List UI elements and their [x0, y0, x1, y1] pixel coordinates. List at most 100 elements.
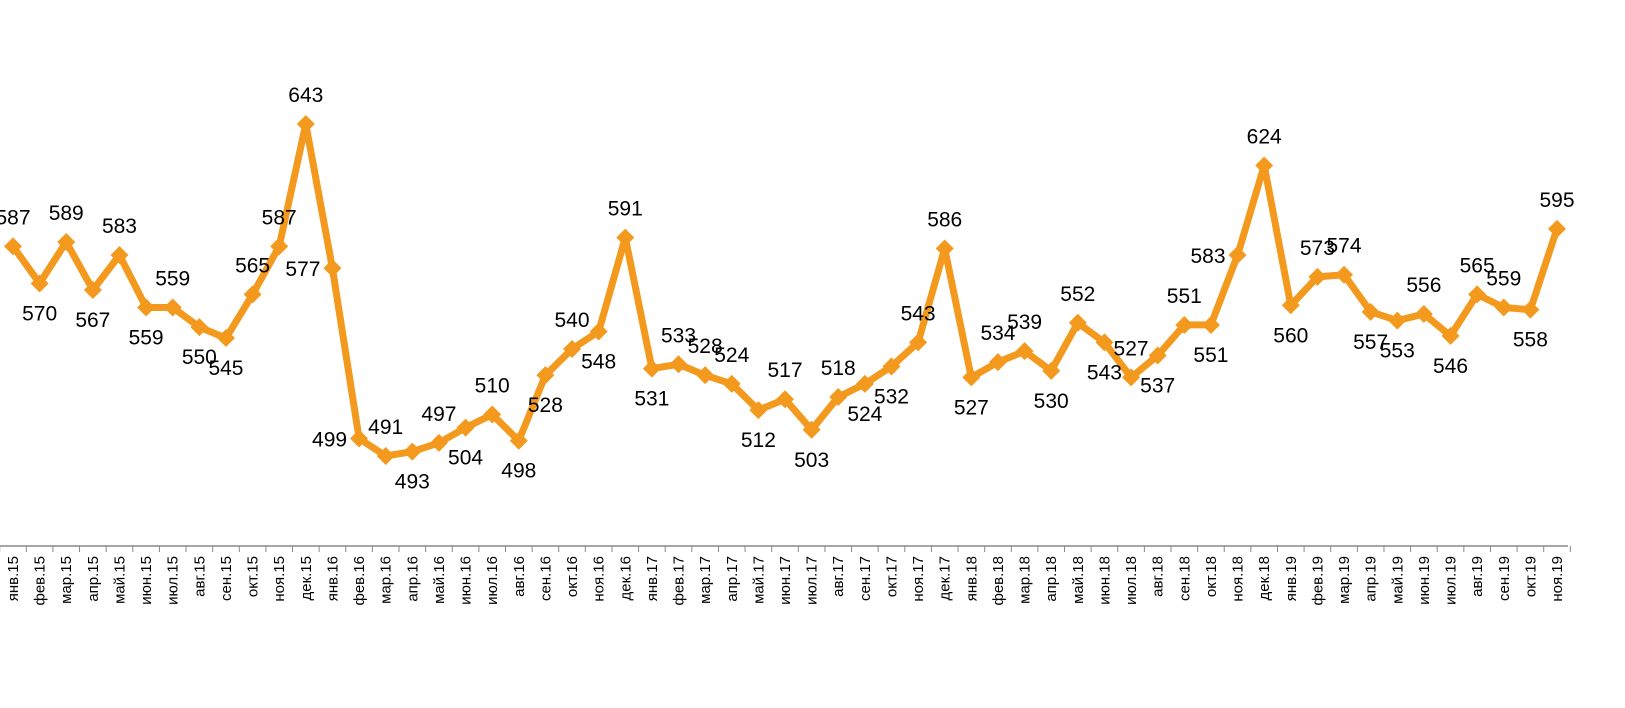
- data-label: 574: [1327, 235, 1362, 258]
- data-label: 570: [22, 302, 57, 325]
- x-tick-label: апр.15: [85, 556, 102, 602]
- data-label: 587: [0, 206, 31, 229]
- data-point-marker: [190, 318, 209, 337]
- data-label: 503: [794, 449, 829, 472]
- x-tick-label: авг.16: [511, 556, 528, 597]
- x-tick-label: ноя.18: [1230, 556, 1247, 602]
- data-point-marker: [1468, 285, 1487, 304]
- x-tick-label: сен.18: [1176, 556, 1193, 601]
- data-point-marker: [1148, 346, 1167, 365]
- x-tick-label: мар.19: [1336, 556, 1353, 604]
- data-label: 559: [1486, 267, 1521, 290]
- x-tick-label: сен.17: [857, 556, 874, 601]
- x-tick-label: сен.19: [1496, 556, 1513, 601]
- data-label: 510: [475, 375, 510, 398]
- x-tick-label: ноя.19: [1549, 556, 1566, 602]
- data-label: 548: [581, 351, 616, 374]
- data-label: 559: [155, 267, 190, 290]
- data-point-marker: [163, 298, 182, 317]
- x-tick-label: июн.15: [138, 556, 155, 605]
- data-label: 558: [1513, 329, 1548, 352]
- data-point-marker: [1548, 219, 1566, 238]
- x-tick-label: окт.16: [564, 556, 581, 597]
- data-label: 524: [714, 344, 749, 367]
- data-point-marker: [350, 429, 369, 448]
- data-point-marker: [1228, 246, 1247, 265]
- x-tick-label: янв.18: [963, 556, 980, 601]
- x-tick-label: апр.17: [724, 556, 741, 602]
- x-tick-label: май.15: [111, 556, 128, 604]
- data-label: 565: [235, 254, 270, 277]
- data-label: 573: [1300, 237, 1335, 260]
- data-point-marker: [536, 366, 555, 385]
- data-label: 583: [102, 215, 137, 238]
- data-point-marker: [1015, 342, 1034, 361]
- data-label: 537: [1140, 375, 1175, 398]
- data-label: 533: [661, 324, 696, 347]
- x-tick-label: май.16: [431, 556, 448, 604]
- x-tick-label: янв.17: [644, 556, 661, 601]
- data-label: 498: [501, 460, 536, 483]
- x-tick-label: апр.18: [1043, 556, 1060, 602]
- data-label: 534: [980, 322, 1015, 345]
- x-tick-label: авг.17: [830, 556, 847, 597]
- data-point-marker: [110, 246, 129, 265]
- data-point-marker: [1414, 305, 1433, 324]
- x-tick-label: сен.15: [218, 556, 235, 601]
- data-point-marker: [137, 298, 156, 317]
- data-label: 643: [288, 84, 323, 107]
- x-tick-label: мар.16: [378, 556, 395, 604]
- x-tick-label: дек.15: [298, 556, 315, 601]
- data-point-marker: [642, 359, 661, 378]
- data-point-marker: [30, 274, 49, 293]
- x-tick-label: мар.17: [697, 556, 714, 604]
- x-tick-label: окт.17: [883, 556, 900, 597]
- data-point-marker: [696, 366, 715, 385]
- x-tick-label: дек.18: [1256, 556, 1273, 601]
- x-tick-label: май.19: [1389, 556, 1406, 604]
- data-label: 543: [1087, 361, 1122, 384]
- data-label: 491: [368, 416, 403, 439]
- x-tick-label: ноя.16: [591, 556, 608, 602]
- data-label: 518: [821, 357, 856, 380]
- data-point-marker: [1255, 156, 1274, 175]
- x-tick-label: мар.15: [58, 556, 75, 604]
- data-point-marker: [243, 285, 262, 304]
- data-point-marker: [1042, 361, 1061, 380]
- x-tick-label: июн.18: [1096, 556, 1113, 605]
- data-label: 586: [927, 209, 962, 232]
- x-tick-label: июл.19: [1443, 556, 1460, 605]
- data-label: 553: [1380, 340, 1415, 363]
- data-label: 595: [1539, 189, 1574, 212]
- data-point-marker: [57, 232, 76, 251]
- data-point-marker: [749, 401, 768, 420]
- x-tick-label: фев.19: [1309, 556, 1326, 606]
- data-label: 559: [129, 326, 164, 349]
- x-tick-label: июн.17: [777, 556, 794, 605]
- data-label: 589: [49, 202, 84, 225]
- x-tick-label: фев.18: [990, 556, 1007, 606]
- x-tick-label: авг.18: [1150, 556, 1167, 597]
- marker-group: [4, 115, 1566, 465]
- data-label: 552: [1060, 283, 1095, 306]
- data-point-marker: [882, 357, 901, 376]
- x-tick-label: апр.16: [404, 556, 421, 602]
- data-point-marker: [403, 442, 422, 461]
- data-point-marker: [456, 418, 475, 437]
- x-tick-label: май.17: [750, 556, 767, 604]
- data-label: 565: [1460, 254, 1495, 277]
- data-label: 546: [1433, 355, 1468, 378]
- data-label: 567: [75, 309, 110, 332]
- x-tick-label: фев.16: [351, 556, 368, 606]
- x-axis: [0, 545, 1571, 552]
- data-point-marker: [323, 259, 342, 278]
- data-label: 497: [421, 403, 456, 426]
- x-tick-label: авг.15: [191, 556, 208, 597]
- x-tick-label: окт.18: [1203, 556, 1220, 597]
- data-point-marker: [83, 281, 102, 299]
- x-tick-label: фев.17: [671, 556, 688, 606]
- data-label: 528: [688, 335, 723, 358]
- tick-label-group: янв.15 фев.15 мар.15 апр.15 май.15 июн.15 июл.…: [5, 556, 1566, 606]
